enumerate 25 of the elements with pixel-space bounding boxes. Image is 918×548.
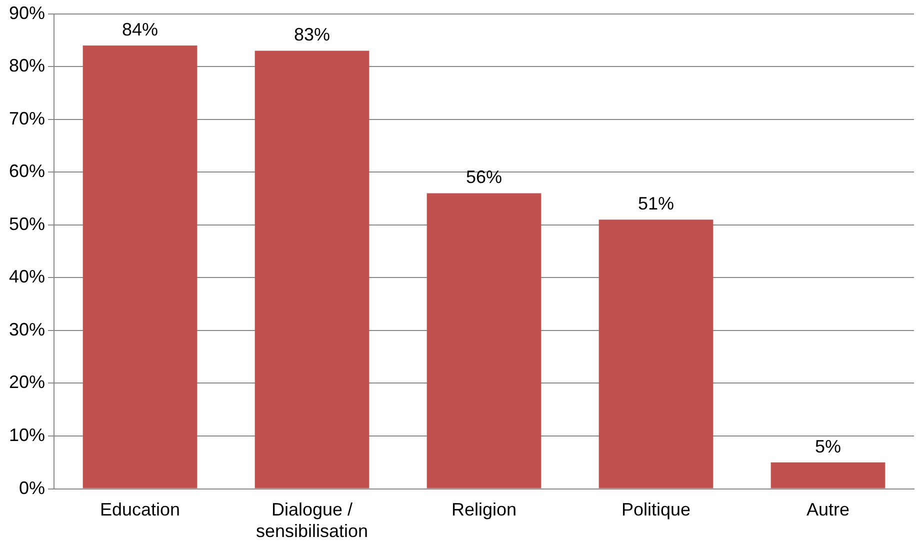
y-tick-label: 30% — [8, 319, 46, 340]
data-label: 56% — [466, 167, 502, 188]
x-tick-label: Education — [100, 500, 180, 520]
x-tick-label: Autre — [806, 500, 850, 520]
y-tick-label: 60% — [8, 161, 46, 182]
bar — [770, 462, 886, 488]
x-tick-label: Religion — [451, 500, 517, 520]
bar — [598, 220, 714, 488]
y-tick-label: 80% — [8, 56, 46, 76]
y-tick-label: 0% — [19, 478, 46, 498]
data-label: 51% — [638, 194, 674, 214]
data-label: 84% — [122, 19, 158, 40]
x-tick-label: Dialogue / sensibilisation — [256, 500, 368, 542]
y-tick-label: 10% — [8, 424, 46, 445]
y-tick-label: 40% — [8, 266, 46, 287]
data-label: 83% — [294, 24, 330, 45]
bar — [82, 45, 198, 488]
bar — [254, 50, 370, 488]
bar — [426, 193, 542, 488]
x-tick-label: Politique — [621, 500, 691, 520]
y-tick-label: 20% — [8, 372, 46, 392]
data-label: 5% — [814, 436, 842, 456]
y-tick-label: 70% — [8, 108, 46, 128]
y-tick-label: 90% — [8, 2, 46, 23]
y-tick-label: 50% — [8, 214, 46, 234]
